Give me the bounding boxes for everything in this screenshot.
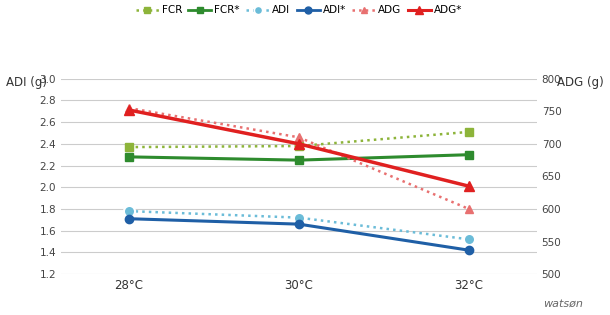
Text: ADG (g): ADG (g) <box>557 76 604 89</box>
Legend: FCR, FCR*, ADI, ADI*, ADG, ADG*: FCR, FCR*, ADI, ADI*, ADG, ADG* <box>135 5 462 15</box>
Text: watsøn: watsøn <box>543 299 583 309</box>
Text: ADI (g): ADI (g) <box>6 76 47 89</box>
